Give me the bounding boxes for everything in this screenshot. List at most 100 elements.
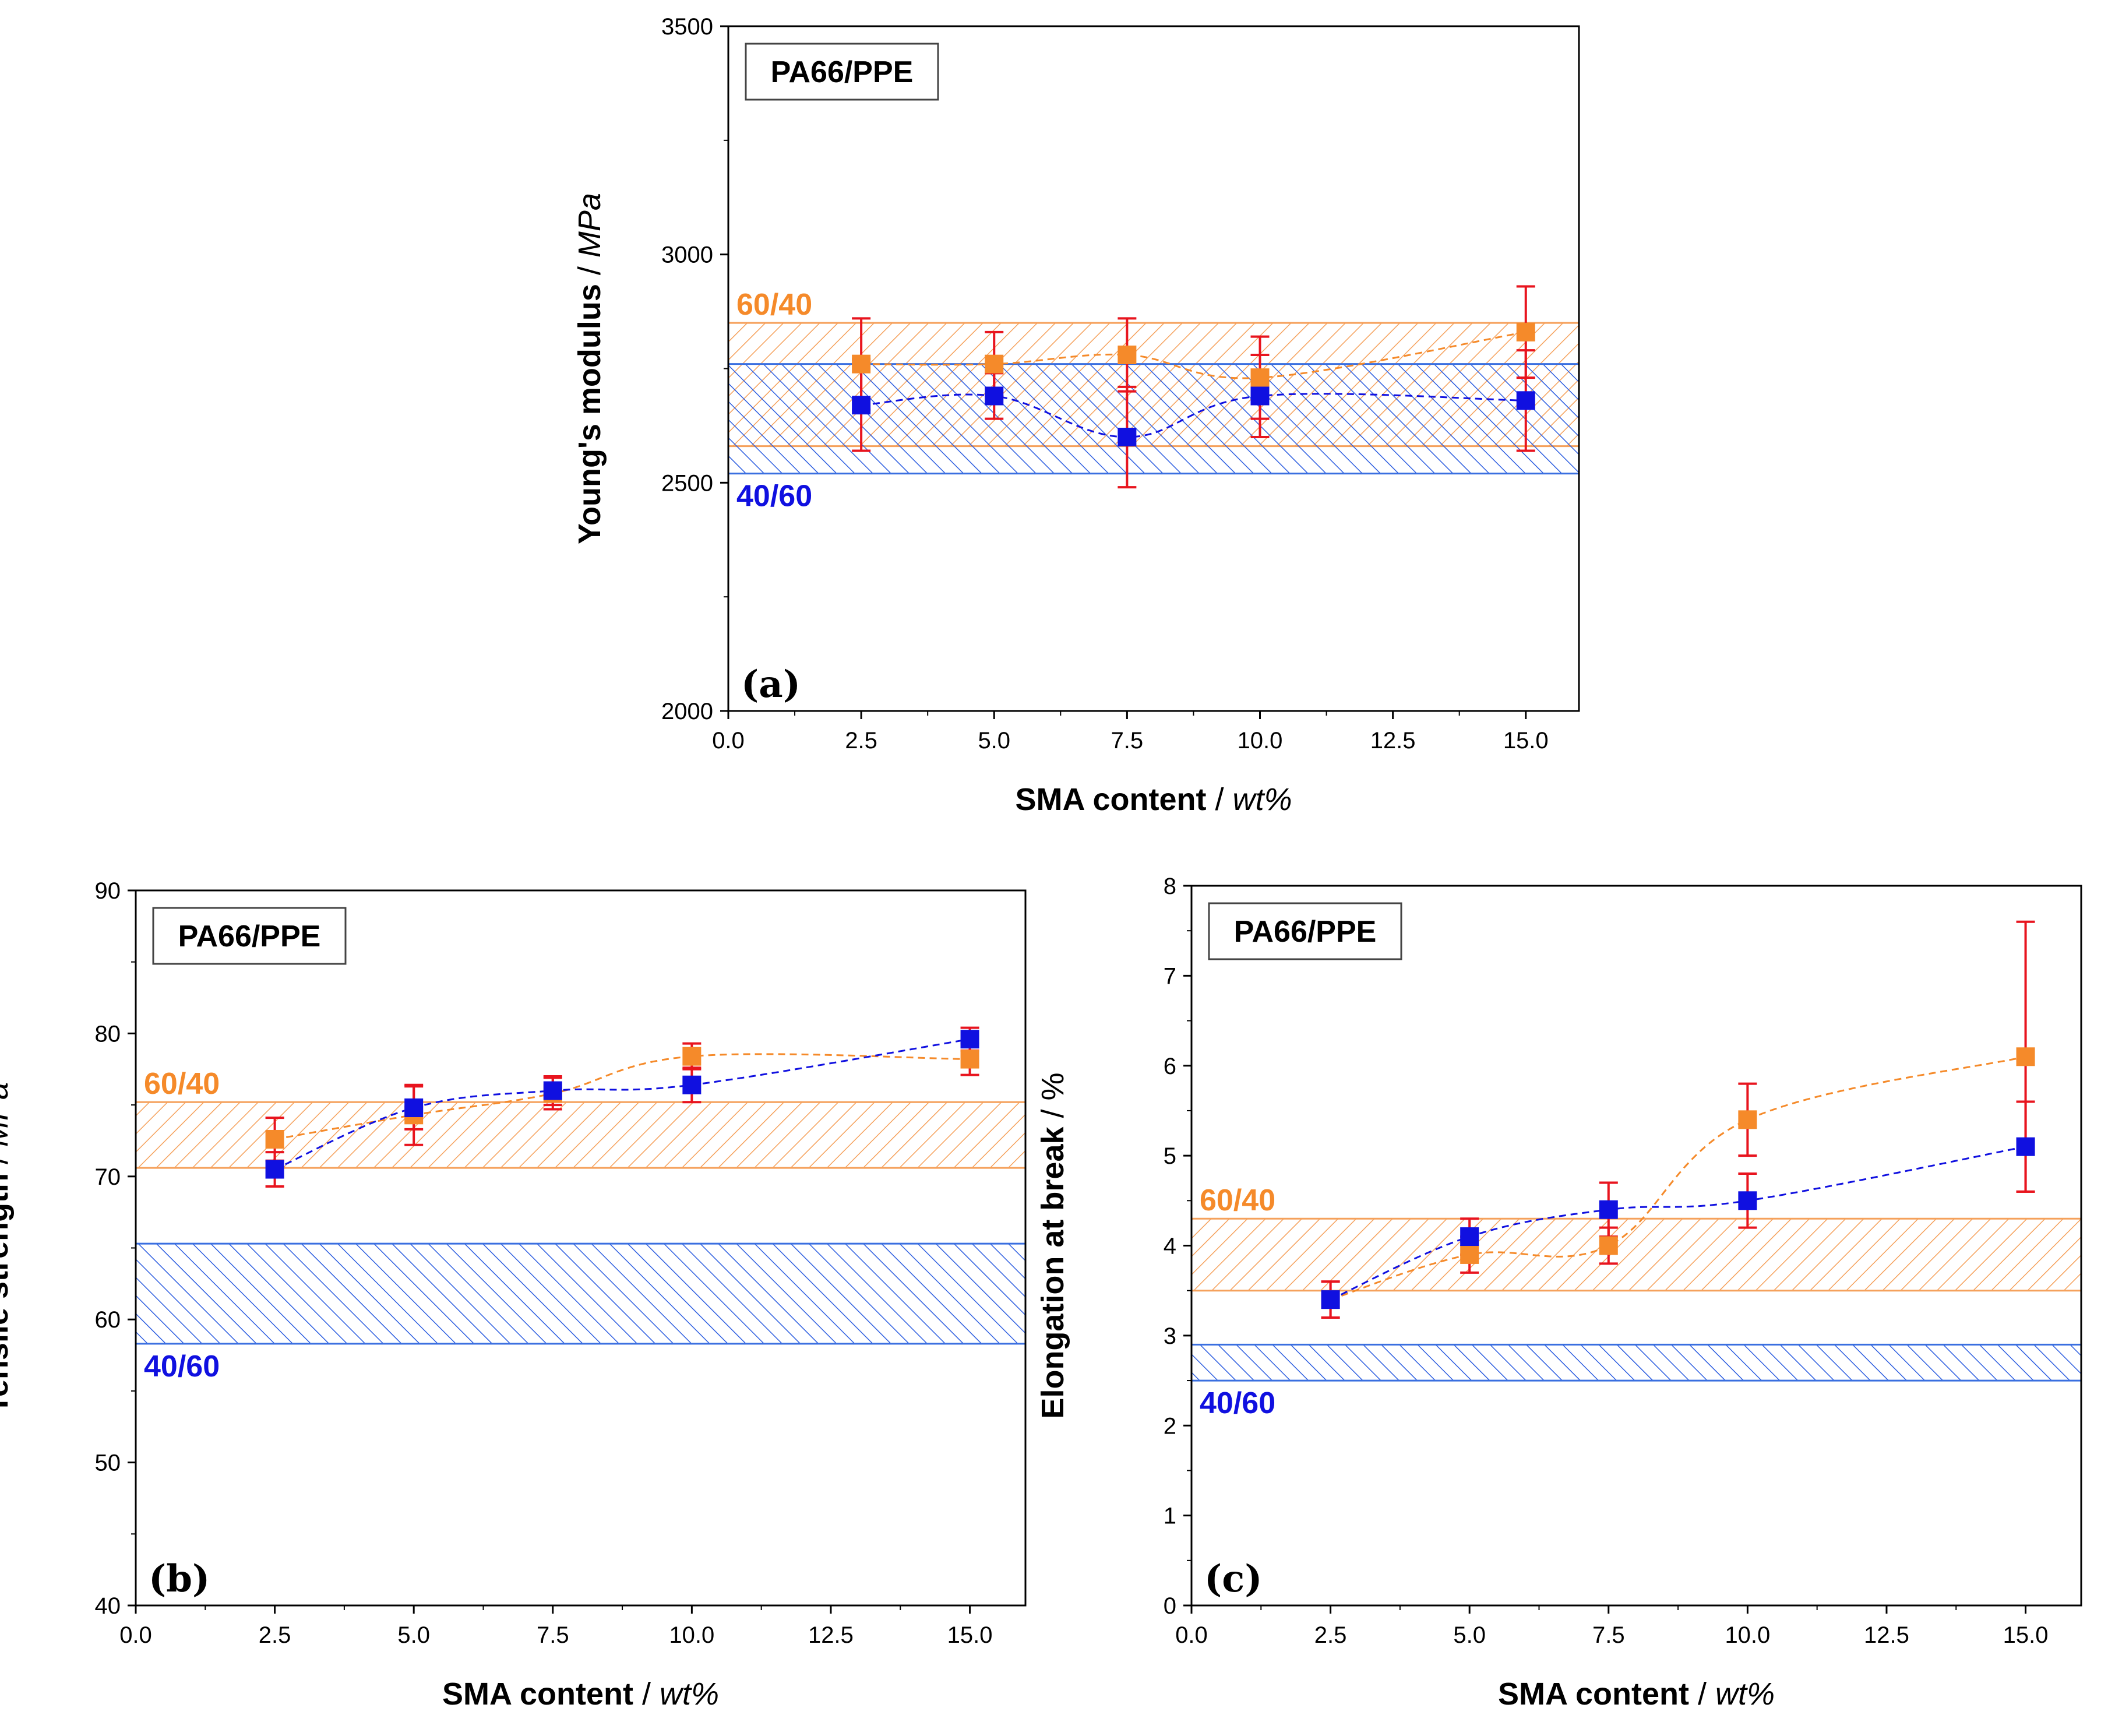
y-tick-label: 0 — [1164, 1593, 1176, 1619]
sample-badge — [152, 907, 347, 965]
sample-badge — [745, 43, 939, 101]
x-axis-title-label: SMA content — [1498, 1677, 1689, 1712]
y-tick-label: 7 — [1164, 963, 1176, 989]
data-point-40-60 — [960, 1030, 979, 1049]
data-point-40-60 — [682, 1075, 701, 1094]
band-label-40-60: 40/60 — [736, 480, 812, 513]
y-axis-title-unit: % — [1035, 1072, 1070, 1100]
band-label-40-60: 40/60 — [144, 1350, 220, 1383]
x-tick-label: 15.0 — [947, 1622, 993, 1648]
band-label-60-40: 60/40 — [1200, 1184, 1275, 1217]
data-point-40-60 — [1118, 428, 1137, 446]
band-60-40-fill — [1191, 1219, 2081, 1291]
data-point-40-60 — [265, 1160, 284, 1179]
x-axis-title-label: SMA content — [442, 1677, 633, 1712]
x-axis-title-label: SMA content — [1015, 782, 1206, 817]
x-axis-title-unit: wt% — [660, 1677, 719, 1712]
data-point-60-40 — [682, 1047, 701, 1066]
data-point-40-60 — [1321, 1290, 1340, 1309]
y-axis-title-label: Young's modulus — [572, 284, 607, 544]
y-tick-label: 60 — [95, 1307, 121, 1333]
data-point-40-60 — [852, 396, 871, 415]
y-tick-label: 3000 — [661, 242, 713, 268]
y-axis-title: Elongation at break / % — [1035, 1072, 1070, 1418]
y-axis-title-sep: / — [1035, 1100, 1070, 1126]
x-axis-title-sep: / — [633, 1677, 660, 1712]
band-40-60-fill — [728, 364, 1579, 474]
data-point-40-60 — [543, 1081, 562, 1100]
data-point-40-60 — [1516, 391, 1535, 410]
x-tick-label: 5.0 — [1453, 1622, 1486, 1648]
x-axis-title: SMA content / wt% — [1498, 1677, 1775, 1712]
chart-panel-c: 60/40 40/60 0.0 2.5 5.0 7.5 10.0 12.5 15.0 0 1 2 3 4 5… — [1035, 874, 2082, 1712]
y-tick-label: 40 — [95, 1593, 121, 1619]
data-point-40-60 — [985, 386, 1004, 406]
data-point-60-40 — [1738, 1110, 1757, 1129]
data-point-40-60 — [2016, 1137, 2035, 1156]
y-axis-title-unit: MPa — [572, 193, 607, 258]
panel-label: (b) — [149, 1557, 210, 1601]
sample-badge — [1208, 902, 1402, 960]
sample-badge-text: PA66/PPE — [771, 55, 914, 89]
sample-badge-text: PA66/PPE — [178, 920, 321, 953]
y-axis-title-label: Elongation at break — [1035, 1126, 1070, 1419]
chart-panel-b: 60/40 40/60 0.0 2.5 5.0 7.5 10.0 12.5 15.0 40 50 60… — [0, 878, 1027, 1712]
band-40-60-fill — [1191, 1344, 2081, 1381]
x-tick-label: 5.0 — [978, 728, 1010, 753]
x-tick-label: 12.5 — [808, 1622, 854, 1648]
y-tick-label: 2 — [1164, 1413, 1176, 1439]
x-tick-label: 7.5 — [537, 1622, 569, 1648]
trend-line-40-60 — [861, 393, 1526, 438]
y-tick-label: 3 — [1164, 1323, 1176, 1349]
x-tick-label: 2.5 — [845, 728, 877, 753]
y-tick-label: 1 — [1164, 1503, 1176, 1529]
trend-line-40-60 — [1330, 1146, 2026, 1301]
data-point-60-40 — [265, 1129, 284, 1149]
data-point-40-60 — [1250, 386, 1270, 406]
y-axis-title-unit: MPa — [0, 1082, 15, 1147]
x-tick-label: 0.0 — [1175, 1622, 1208, 1648]
data-point-40-60 — [1599, 1200, 1618, 1219]
y-tick-label: 50 — [95, 1450, 121, 1476]
x-tick-label: 7.5 — [1111, 728, 1144, 753]
x-tick-label: 2.5 — [1314, 1622, 1347, 1648]
x-axis-title-sep: / — [1689, 1677, 1715, 1712]
data-point-60-40 — [2016, 1047, 2035, 1066]
trend-line-40-60 — [274, 1038, 970, 1170]
y-tick-label: 4 — [1164, 1234, 1176, 1259]
band-label-60-40: 60/40 — [736, 288, 812, 322]
x-tick-label: 2.5 — [259, 1622, 291, 1648]
x-axis-title-unit: wt% — [1715, 1677, 1775, 1712]
y-tick-label: 3500 — [661, 14, 713, 40]
x-tick-label: 0.0 — [119, 1622, 152, 1648]
sample-badge-text: PA66/PPE — [1234, 915, 1377, 949]
x-tick-label: 10.0 — [1725, 1622, 1770, 1648]
data-point-60-40 — [1599, 1236, 1618, 1255]
x-tick-label: 7.5 — [1592, 1622, 1625, 1648]
data-point-40-60 — [404, 1098, 424, 1118]
x-tick-label: 10.0 — [669, 1622, 714, 1648]
x-axis-title: SMA content / wt% — [442, 1677, 719, 1712]
band-40-60-fill — [136, 1244, 1025, 1344]
data-point-60-40 — [985, 354, 1004, 374]
x-tick-label: 15.0 — [2003, 1622, 2049, 1648]
y-tick-label: 6 — [1164, 1054, 1176, 1079]
x-axis-title: SMA content / wt% — [1015, 782, 1292, 817]
y-tick-label: 5 — [1164, 1143, 1176, 1169]
data-point-60-40 — [960, 1050, 979, 1069]
trend-line-60-40 — [1330, 1055, 2026, 1301]
chart-panel-a: 60/40 40/60 0.0 2.5 5.0 7.5 10.0 12.5 15.0 2000 25… — [572, 14, 1580, 817]
data-point-60-40 — [1250, 368, 1270, 388]
x-axis-title-sep: / — [1206, 782, 1232, 817]
data-point-40-60 — [1460, 1227, 1479, 1246]
x-tick-label: 12.5 — [1370, 728, 1416, 753]
y-axis-title: Tensile strength / MPa — [0, 1082, 15, 1414]
band-label-40-60: 40/60 — [1200, 1386, 1275, 1420]
data-point-60-40 — [1516, 322, 1535, 341]
band-label-60-40: 60/40 — [144, 1067, 220, 1101]
y-axis-title-label: Tensile strength — [0, 1173, 15, 1414]
x-tick-label: 12.5 — [1864, 1622, 1909, 1648]
x-tick-label: 10.0 — [1238, 728, 1283, 753]
data-point-40-60 — [1738, 1191, 1757, 1210]
